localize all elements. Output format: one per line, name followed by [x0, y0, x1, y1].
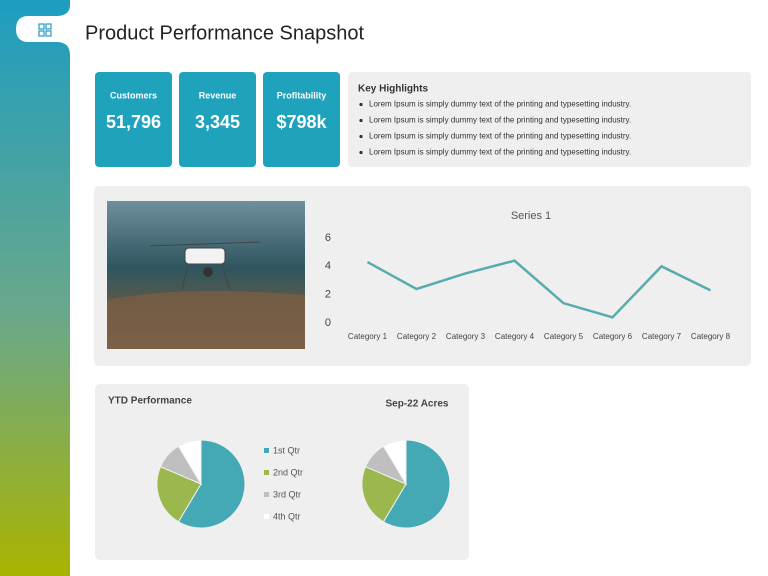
x-tick-label: Category 8 — [691, 332, 731, 341]
pie-slice — [156, 466, 202, 523]
pie-panel-title: YTD Performance — [108, 396, 192, 407]
pie-slice — [361, 466, 407, 523]
y-tick-label: 6 — [325, 232, 331, 244]
line-series — [366, 259, 712, 319]
kpi-card — [263, 72, 340, 167]
bullet — [359, 150, 363, 155]
x-tick-label: Category 3 — [446, 332, 486, 341]
pie-slice — [382, 439, 407, 486]
legend-swatch — [264, 492, 269, 497]
kpi-label: Profitability — [277, 90, 327, 100]
x-tick-label: Category 6 — [593, 332, 633, 341]
legend-swatch — [264, 448, 269, 453]
x-tick-label: Category 4 — [495, 332, 535, 341]
drone-photo — [107, 201, 305, 349]
sidebar-tab — [16, 0, 70, 55]
highlight-item: Lorem Ipsum is simply dummy text of the … — [369, 100, 631, 109]
highlight-item: Lorem Ipsum is simply dummy text of the … — [369, 132, 631, 141]
pie-slice — [382, 439, 451, 529]
highlight-item: Lorem Ipsum is simply dummy text of the … — [369, 148, 631, 157]
legend-label: 2nd Qtr — [273, 467, 303, 477]
kpi-value: 51,796 — [106, 112, 161, 132]
bullet — [359, 102, 363, 107]
legend-label: 1st Qtr — [273, 445, 300, 455]
bullet — [359, 134, 363, 139]
legend-label: 4th Qtr — [273, 511, 301, 521]
x-tick-label: Category 2 — [397, 332, 437, 341]
highlights-title: Key Highlights — [358, 84, 428, 95]
kpi-value: 3,345 — [195, 112, 240, 132]
menu-icon[interactable] — [38, 23, 52, 37]
chart-title: Series 1 — [511, 210, 551, 222]
legend-swatch — [264, 470, 269, 475]
highlight-item: Lorem Ipsum is simply dummy text of the … — [369, 116, 631, 125]
legend-label: 3rd Qtr — [273, 489, 301, 499]
kpi-card — [179, 72, 256, 167]
pie-slice — [177, 439, 202, 486]
legend-swatch — [264, 514, 269, 519]
y-tick-label: 4 — [325, 260, 331, 272]
kpi-label: Customers — [110, 90, 157, 100]
x-tick-label: Category 5 — [544, 332, 584, 341]
y-tick-label: 0 — [325, 317, 331, 329]
x-tick-label: Category 7 — [642, 332, 682, 341]
kpi-value: $798k — [276, 112, 327, 132]
bullet — [359, 118, 363, 123]
sidebar — [0, 0, 70, 576]
x-tick-label: Category 1 — [348, 332, 388, 341]
pie-title: Sep-22 Acres — [386, 399, 449, 410]
highlights-panel — [348, 72, 751, 167]
y-tick-label: 2 — [325, 289, 331, 301]
pie-slice — [177, 439, 246, 529]
kpi-label: Revenue — [199, 90, 237, 100]
kpi-card — [95, 72, 172, 167]
page-title: Product Performance Snapshot — [85, 22, 364, 44]
